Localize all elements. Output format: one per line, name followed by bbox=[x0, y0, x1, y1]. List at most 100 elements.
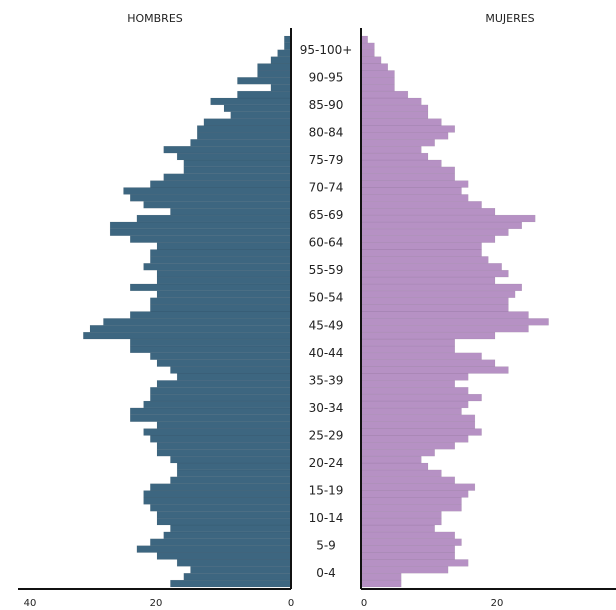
mujeres-bar bbox=[360, 414, 476, 422]
hombres-bar bbox=[277, 49, 292, 57]
hombres-bar bbox=[129, 345, 292, 354]
hombres-bar bbox=[129, 338, 292, 347]
hombres-bar bbox=[170, 366, 292, 374]
age-label: 80-84 bbox=[309, 125, 344, 139]
mujeres-bar bbox=[360, 111, 429, 119]
mujeres-bar bbox=[360, 159, 442, 168]
mujeres-bar bbox=[360, 483, 476, 491]
mujeres-bar bbox=[360, 442, 456, 450]
mujeres-bar bbox=[360, 207, 496, 216]
hombres-bar bbox=[89, 325, 292, 333]
hombres-bar bbox=[156, 359, 292, 367]
mujeres-bar bbox=[360, 290, 516, 298]
hombres-bars bbox=[83, 35, 292, 588]
mujeres-bar bbox=[360, 35, 368, 44]
mujeres-bar bbox=[360, 263, 502, 271]
mujeres-bar bbox=[360, 249, 482, 257]
hombres-bar bbox=[143, 201, 292, 209]
hombres-bar bbox=[156, 517, 292, 526]
mujeres-bar bbox=[360, 338, 456, 347]
hombres-bar bbox=[170, 524, 292, 533]
mujeres-bar bbox=[360, 77, 395, 85]
mujeres-bar bbox=[360, 235, 496, 243]
mujeres-bar bbox=[360, 84, 395, 92]
age-label: 95-100+ bbox=[300, 43, 353, 57]
mujeres-bar bbox=[360, 380, 456, 388]
hombres-bar bbox=[176, 469, 292, 478]
hombres-bar bbox=[143, 428, 292, 436]
mujeres-bar bbox=[360, 97, 422, 106]
mujeres-bar bbox=[360, 407, 462, 416]
mujeres-bar bbox=[360, 559, 469, 567]
hombres-bar bbox=[156, 269, 292, 278]
hombres-bar bbox=[170, 455, 292, 464]
mujeres-bar bbox=[360, 104, 429, 112]
mujeres-bar bbox=[360, 297, 509, 305]
hombres-bar bbox=[156, 552, 292, 560]
hombres-bar bbox=[150, 393, 292, 402]
hombres-bar bbox=[150, 504, 292, 512]
age-labels: 0-4 5-9 10-14 15-19 20-24 25-29 30-34 35-39 40-4… bbox=[300, 43, 353, 580]
mujeres-bar bbox=[360, 118, 442, 126]
hombres-bar bbox=[150, 256, 292, 264]
mujeres-bar bbox=[360, 194, 469, 202]
hombres-bar bbox=[156, 442, 292, 450]
mujeres-bar bbox=[360, 545, 456, 553]
x-tick-label: 20 bbox=[491, 598, 504, 609]
hombres-bar bbox=[136, 545, 292, 553]
hombres-bar bbox=[210, 97, 292, 106]
mujeres-bar bbox=[360, 90, 409, 99]
hombres-bar bbox=[270, 84, 292, 92]
mujeres-bar bbox=[360, 63, 388, 71]
hombres-bar bbox=[83, 331, 292, 340]
mujeres-bar bbox=[360, 132, 449, 140]
hombres-bar bbox=[150, 180, 292, 188]
x-tick-label: 0 bbox=[288, 598, 294, 609]
axis-ticks: 40 20 0 0 20 bbox=[24, 598, 504, 609]
hombres-bar bbox=[129, 407, 292, 416]
hombres-bar bbox=[123, 187, 292, 195]
mujeres-bar bbox=[360, 180, 469, 188]
hombres-bar bbox=[176, 152, 292, 161]
hombres-bar bbox=[270, 56, 292, 64]
hombres-bar bbox=[109, 228, 292, 236]
mujeres-bar bbox=[360, 449, 435, 457]
hombres-bar bbox=[183, 159, 292, 168]
mujeres-bar bbox=[360, 283, 523, 292]
age-label: 30-34 bbox=[309, 401, 344, 415]
mujeres-bar bbox=[360, 201, 482, 209]
mujeres-bar bbox=[360, 187, 462, 195]
hombres-bar bbox=[237, 77, 292, 85]
hombres-bar bbox=[183, 573, 292, 581]
hombres-bar bbox=[284, 42, 292, 50]
hombres-bar bbox=[156, 242, 292, 250]
mujeres-bar bbox=[360, 428, 482, 436]
mujeres-bar bbox=[360, 497, 462, 505]
right-title: MUJERES bbox=[485, 12, 534, 25]
mujeres-bar bbox=[360, 366, 509, 374]
hombres-bar bbox=[150, 297, 292, 305]
left-title: HOMBRES bbox=[127, 12, 183, 25]
hombres-bar bbox=[203, 118, 292, 126]
hombres-bar bbox=[170, 476, 292, 484]
mujeres-bar bbox=[360, 504, 462, 512]
hombres-bar bbox=[143, 263, 292, 271]
mujeres-bar bbox=[360, 511, 442, 519]
hombres-bar bbox=[150, 249, 292, 257]
mujeres-bar bbox=[360, 531, 456, 539]
age-label: 40-44 bbox=[309, 346, 344, 360]
hombres-bar bbox=[176, 559, 292, 567]
hombres-bar bbox=[150, 483, 292, 491]
hombres-bar bbox=[156, 380, 292, 388]
hombres-bar bbox=[163, 173, 292, 181]
mujeres-bar bbox=[360, 490, 469, 498]
mujeres-bar bbox=[360, 435, 469, 443]
age-label: 15-19 bbox=[309, 484, 344, 498]
age-label: 35-39 bbox=[309, 373, 344, 387]
age-label: 50-54 bbox=[309, 291, 344, 305]
hombres-bar bbox=[176, 373, 292, 381]
hombres-bar bbox=[150, 435, 292, 443]
mujeres-bar bbox=[360, 42, 375, 50]
x-tick-label: 40 bbox=[24, 598, 37, 609]
age-label: 75-79 bbox=[309, 153, 344, 167]
